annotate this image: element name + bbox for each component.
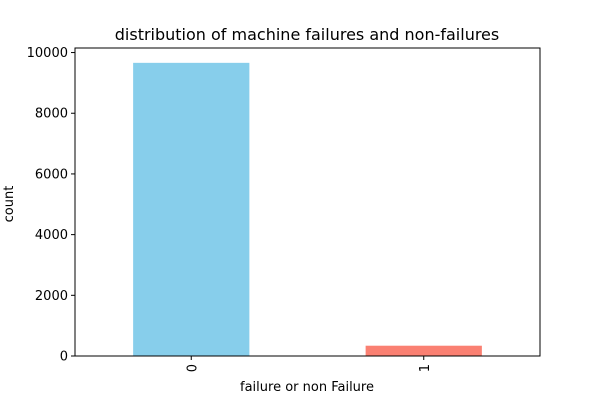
- plot-frame: [74, 47, 541, 357]
- y-tick-label: 0: [60, 350, 68, 365]
- bar-1: [365, 345, 482, 356]
- bar-0: [133, 62, 250, 356]
- y-tick-label: 8000: [35, 107, 68, 122]
- y-axis-ticks: 0 2000 4000 6000 8000 10000: [27, 46, 75, 365]
- x-tick-label: 0: [185, 364, 200, 372]
- x-tick-label: 1: [418, 364, 433, 372]
- y-tick-label: 4000: [35, 228, 68, 243]
- y-tick-label: 6000: [35, 167, 68, 182]
- plot-area: [133, 62, 482, 356]
- x-axis-label: failure or non Failure: [240, 380, 374, 395]
- y-tick-label: 10000: [27, 46, 68, 61]
- chart-title: distribution of machine failures and non…: [115, 25, 499, 44]
- y-axis-label: count: [2, 186, 17, 223]
- y-tick-label: 2000: [35, 289, 68, 304]
